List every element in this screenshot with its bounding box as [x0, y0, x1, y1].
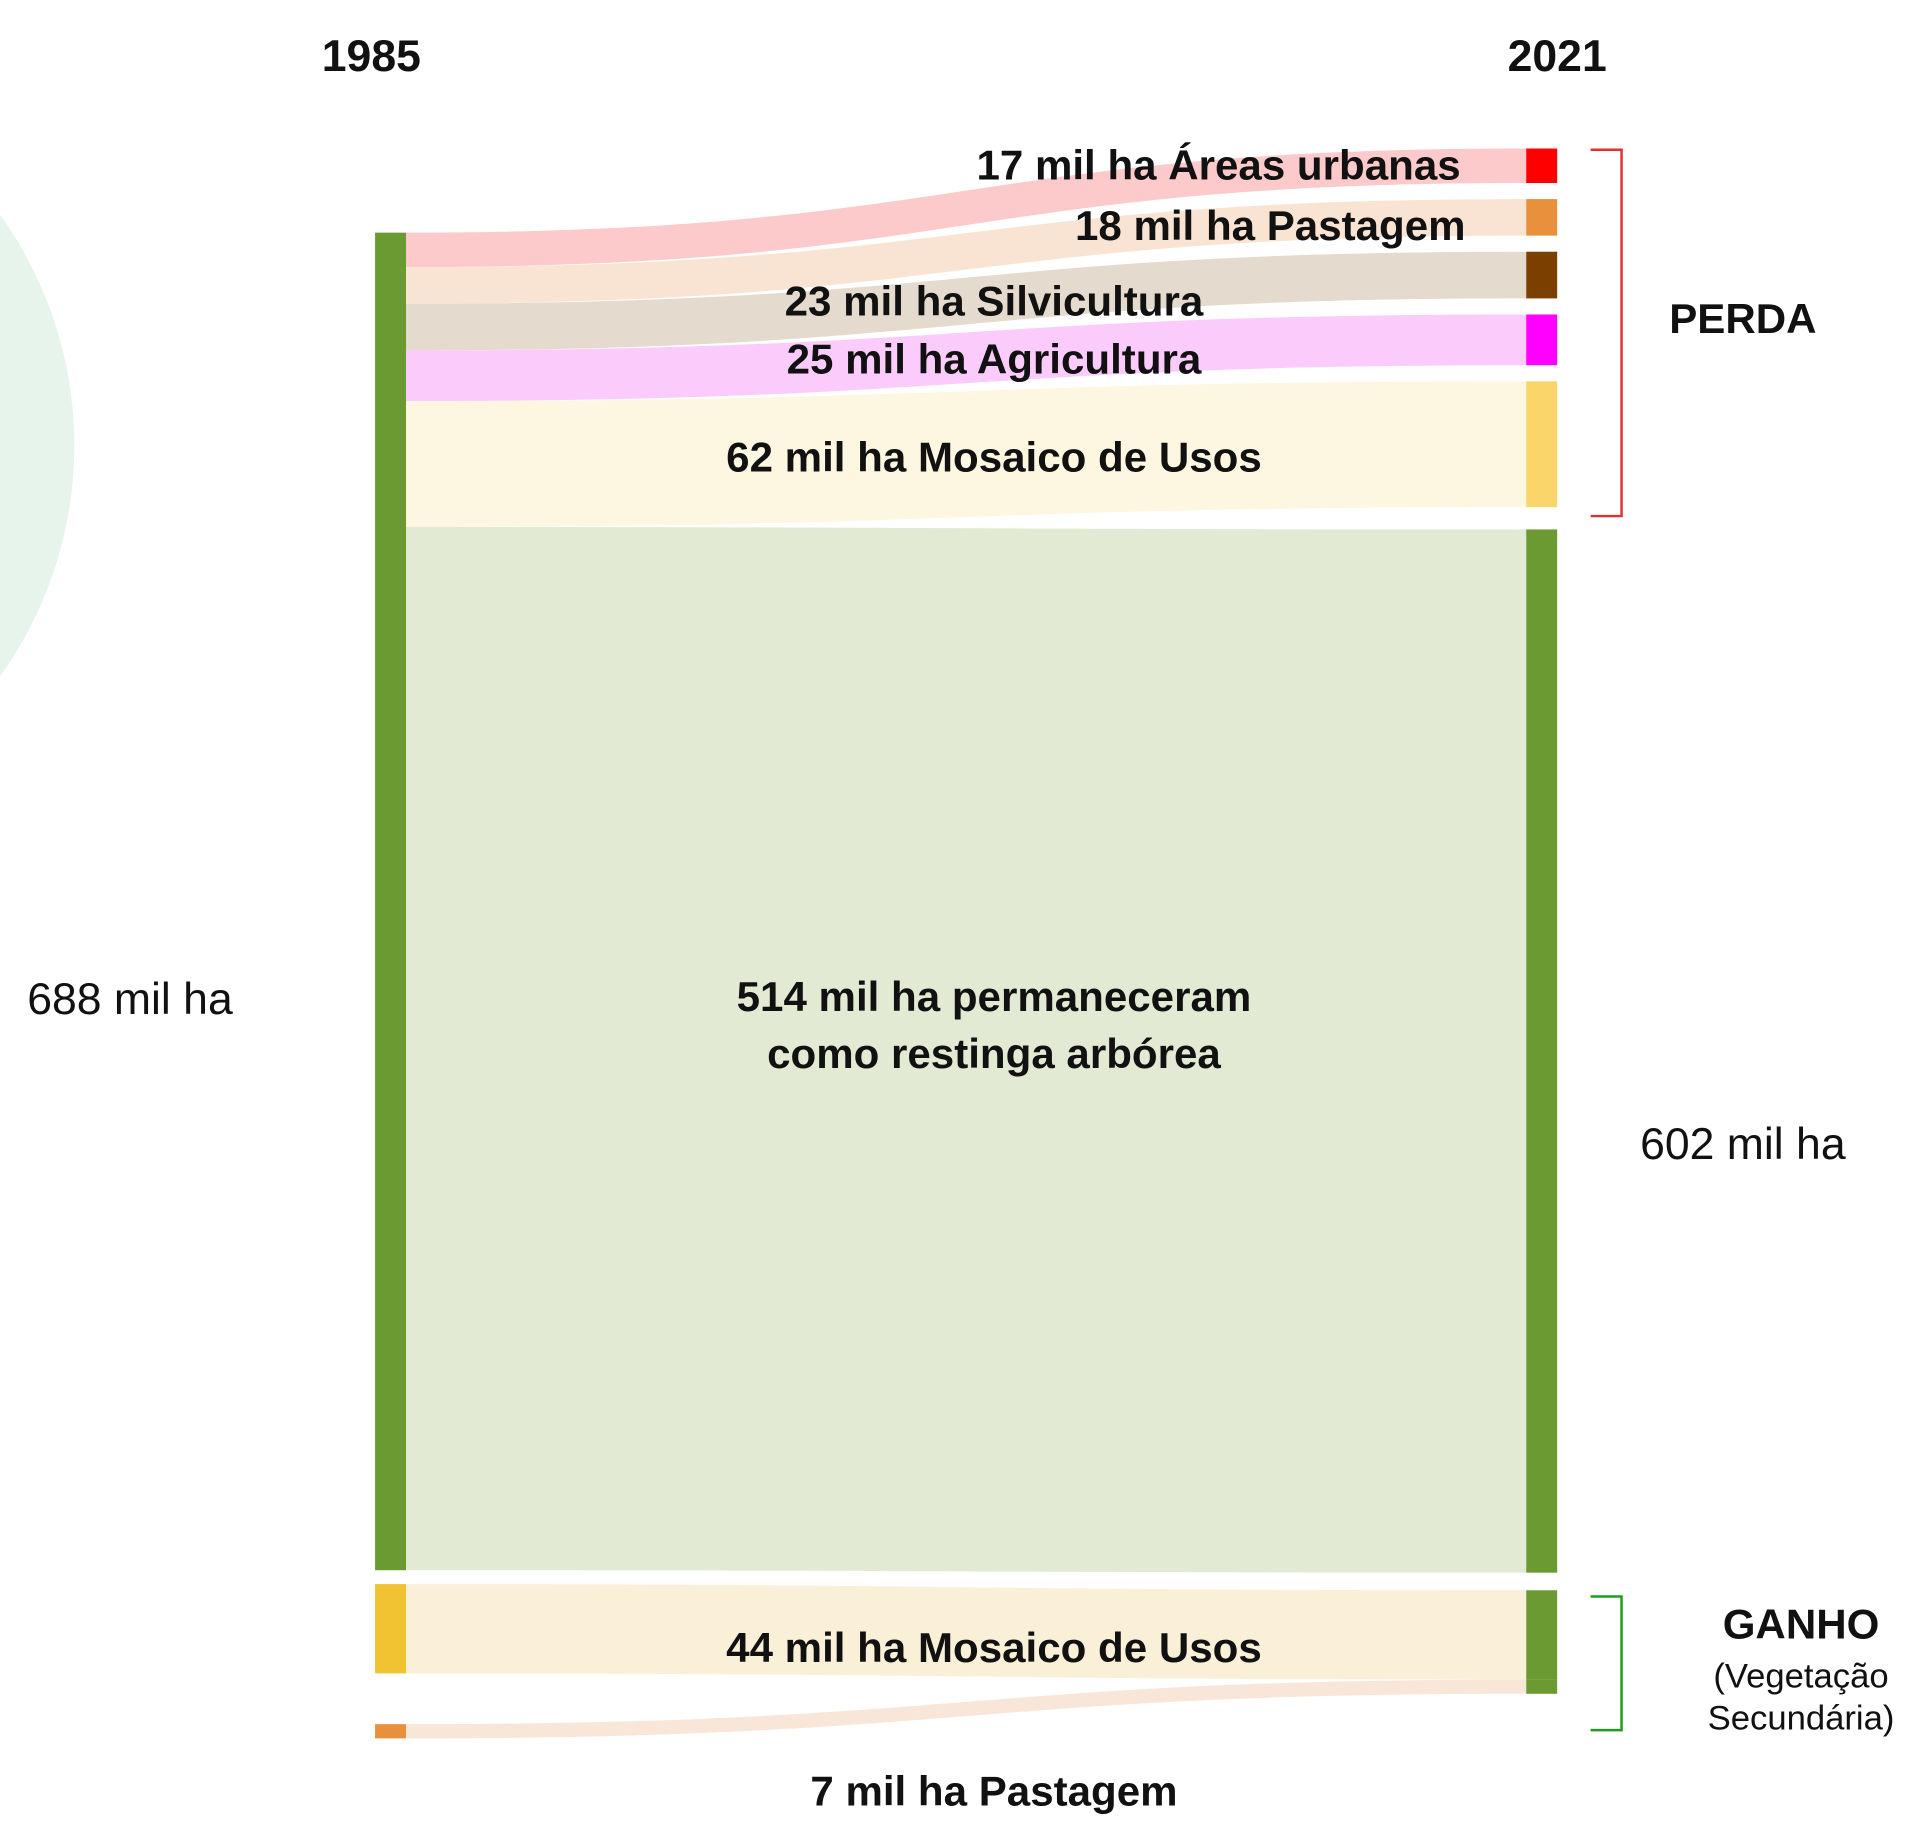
right-title: 2021: [1508, 32, 1607, 81]
link: [406, 1584, 1527, 1680]
gain-label: GANHO: [1723, 1601, 1880, 1648]
links: [406, 148, 1527, 1739]
link: [406, 199, 1527, 304]
target-bar: [1526, 381, 1558, 508]
link-label: como restinga arbórea: [767, 1030, 1221, 1077]
target-bar: [1526, 148, 1558, 184]
link-label: 62 mil ha Mosaico de Usos: [726, 433, 1262, 480]
gain-note: (Vegetação: [1713, 1657, 1888, 1695]
target-bar: [1526, 1679, 1558, 1694]
source-bar: [375, 232, 407, 1571]
gain-note: Secundária): [1708, 1699, 1895, 1737]
target-bar: [1526, 1590, 1558, 1680]
target-bar: [1526, 199, 1558, 236]
link-label: 23 mil ha Silvicultura: [785, 278, 1204, 325]
loss-bracket: [1590, 148, 1623, 518]
loss-label: PERDA: [1669, 295, 1816, 342]
link: [406, 251, 1527, 351]
link: [406, 148, 1527, 268]
source-bar: [375, 1584, 407, 1674]
gain-bracket: [1590, 1595, 1623, 1732]
target-bar: [1526, 251, 1558, 299]
decor-circle: [0, 214, 75, 677]
link-label: 514 mil ha permaneceram: [737, 973, 1252, 1020]
link-label: 17 mil ha Áreas urbanas: [976, 141, 1460, 188]
right-total: 602 mil ha: [1640, 1120, 1846, 1169]
left-total: 688 mil ha: [27, 975, 233, 1024]
link: [406, 1679, 1527, 1739]
link-label: 18 mil ha Pastagem: [1075, 202, 1466, 249]
target-bar: [1526, 529, 1558, 1573]
link-label: 7 mil ha Pastagem: [810, 1768, 1177, 1815]
target-bar: [1526, 314, 1558, 366]
source-bar: [375, 1724, 407, 1739]
link-label: 44 mil ha Mosaico de Usos: [726, 1624, 1262, 1671]
link: [406, 381, 1527, 527]
link-label: 25 mil ha Agricultura: [787, 336, 1202, 383]
link: [406, 314, 1527, 402]
left-title: 1985: [322, 32, 421, 81]
link: [406, 526, 1527, 1573]
